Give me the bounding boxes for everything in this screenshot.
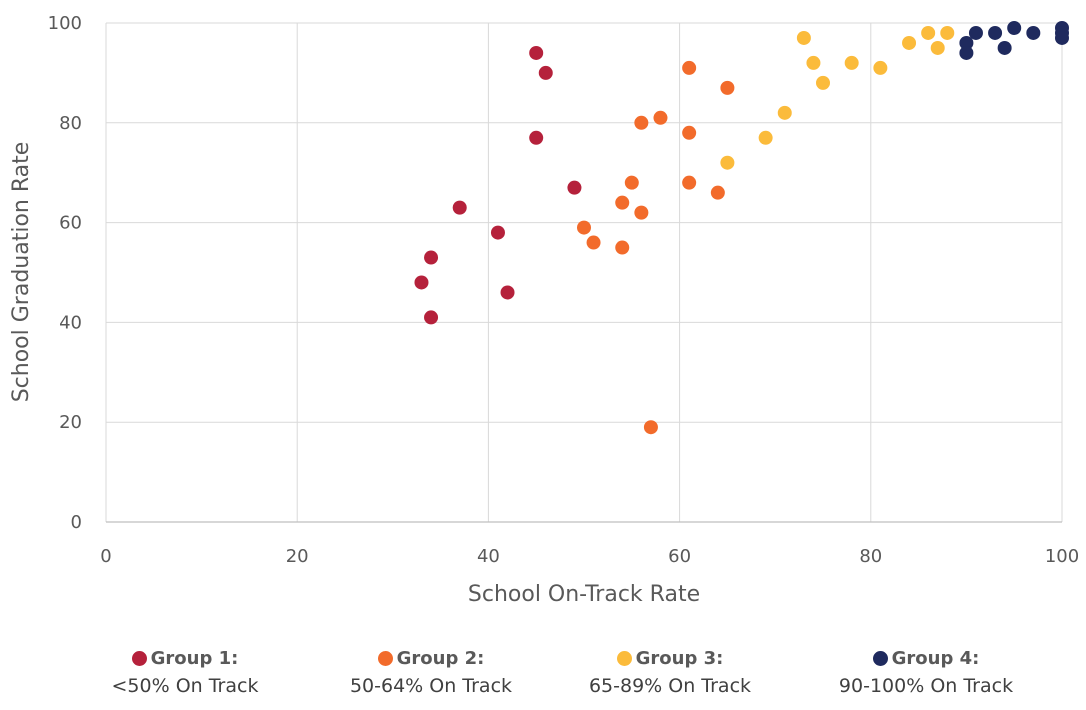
legend-group-3-name: Group 3: [635,648,724,669]
data-point-group-3 [844,55,859,70]
data-point-group-1 [424,250,439,265]
data-point-group-4 [959,45,974,60]
x-tick-label: 20 [286,546,309,567]
data-point-group-3 [758,130,773,145]
data-point-group-1 [424,310,439,325]
data-point-group-2 [624,175,639,190]
x-tick-label: 60 [668,546,691,567]
scatter-chart: 0 20 40 60 80 100 0 20 40 60 80 100 School On-Trac… [9,13,1079,607]
data-point-group-1 [538,65,553,80]
x-axis-title: School On-Track Rate [468,582,700,607]
legend-group-2-name: Group 2: [396,648,485,669]
x-tick-label: 100 [1045,546,1079,567]
data-point-group-3 [777,105,792,120]
data-point-group-2 [634,115,649,130]
data-point-group-1 [414,275,429,290]
data-point-group-3 [720,155,735,170]
data-point-group-3 [873,60,888,75]
data-point-group-3 [902,35,917,50]
data-point-group-3 [796,30,811,45]
data-point-group-1 [529,130,544,145]
y-tick-label: 20 [59,412,82,433]
legend-item-group-4: Group 4: 90-100% On Track [828,648,1024,697]
data-point-group-2 [710,185,725,200]
legend-group-4-subtitle: 90-100% On Track [838,675,1014,697]
data-point-group-2 [720,80,735,95]
data-point-group-2 [653,110,668,125]
data-point-group-3 [921,25,936,40]
data-point-group-4 [1007,20,1022,35]
legend-marker-group-3 [616,651,632,666]
legend-group-4-name: Group 4: [891,648,980,669]
x-tick-label: 80 [859,546,882,567]
gridlines [105,22,1063,523]
legend-item-group-3: Group 3: 65-89% On Track [580,648,760,697]
y-axis-title: School Graduation Rate [9,142,34,403]
legend-marker-group-2 [377,651,393,666]
legend-group-1-subtitle: <50% On Track [111,675,259,697]
data-point-group-2 [577,220,591,235]
data-point-group-2 [586,235,601,250]
y-tick-label: 60 [59,213,82,234]
data-point-group-3 [806,55,821,70]
data-points [414,20,1069,435]
data-point-group-2 [615,195,630,210]
legend-item-group-2: Group 2: 50-64% On Track [340,648,522,697]
x-tick-labels: 0 20 40 60 80 100 [100,546,1079,567]
legend-marker-group-4 [872,651,888,666]
y-tick-label: 0 [71,512,82,533]
data-point-group-4 [1055,30,1069,45]
y-tick-label: 40 [59,312,82,333]
y-tick-labels: 0 20 40 60 80 100 [48,13,82,533]
data-point-group-3 [940,25,955,40]
data-point-group-4 [968,25,983,40]
y-tick-label: 80 [59,113,82,134]
data-point-group-1 [567,180,582,195]
data-point-group-4 [997,40,1012,55]
legend-item-group-1: Group 1: <50% On Track [110,648,260,697]
data-point-group-3 [930,40,945,55]
legend-group-1-name: Group 1: [150,648,239,669]
data-point-group-2 [682,175,697,190]
x-tick-label: 40 [477,546,500,567]
y-tick-label: 100 [48,13,82,34]
data-point-group-1 [529,45,544,60]
x-tick-label: 0 [100,546,111,567]
legend: Group 1: <50% On Track Group 2: 50-64% O… [0,648,1086,710]
legend-group-3-subtitle: 65-89% On Track [588,675,752,697]
data-point-group-2 [682,125,697,140]
data-point-group-2 [634,205,649,220]
data-point-group-3 [816,75,830,90]
data-point-group-2 [615,240,630,255]
data-point-group-4 [959,35,974,50]
data-point-group-1 [490,225,505,240]
data-point-group-4 [988,25,1003,40]
data-point-group-2 [643,420,658,435]
legend-group-2-subtitle: 50-64% On Track [349,675,513,697]
data-point-group-2 [682,60,697,75]
data-point-group-1 [500,285,515,300]
legend-marker-group-1 [131,651,147,666]
data-point-group-4 [1026,25,1041,40]
data-point-group-1 [452,200,467,215]
